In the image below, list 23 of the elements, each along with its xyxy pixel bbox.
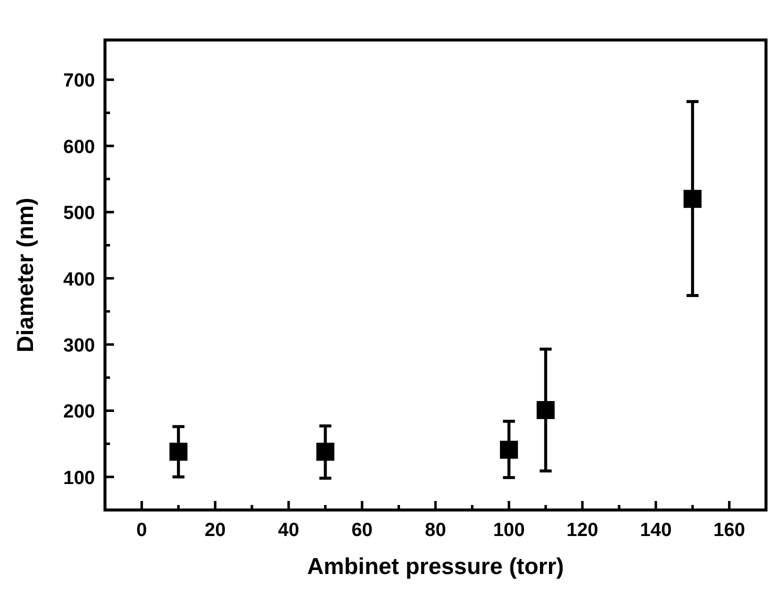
x-tick-label: 0 [136,520,148,541]
y-tick-label: 700 [63,70,95,92]
x-tick-label: 60 [351,520,373,541]
point [169,442,188,461]
y-tick-label: 500 [63,203,95,224]
point [536,401,555,420]
x-axis-title: Ambinet pressure (torr) [307,553,564,579]
x-tick-label: 40 [278,520,300,541]
y-tick-label: 300 [63,336,95,357]
y-tick-label: 600 [63,136,95,158]
point [500,440,518,459]
y-tick-label: 400 [63,269,95,290]
x-tick-label: 80 [424,520,446,541]
x-tick-label: 120 [566,520,598,541]
x-tick-label: 140 [640,520,672,541]
x-tick-label: 100 [493,520,525,541]
point [684,190,702,208]
y-tick-label: 200 [63,402,95,423]
y-tick-label: 100 [63,468,95,489]
x-tick-label: 20 [204,520,226,541]
y-axis-title: Diameter (nm) [12,198,38,352]
x-tick-label: 160 [713,520,746,541]
point [316,442,334,461]
